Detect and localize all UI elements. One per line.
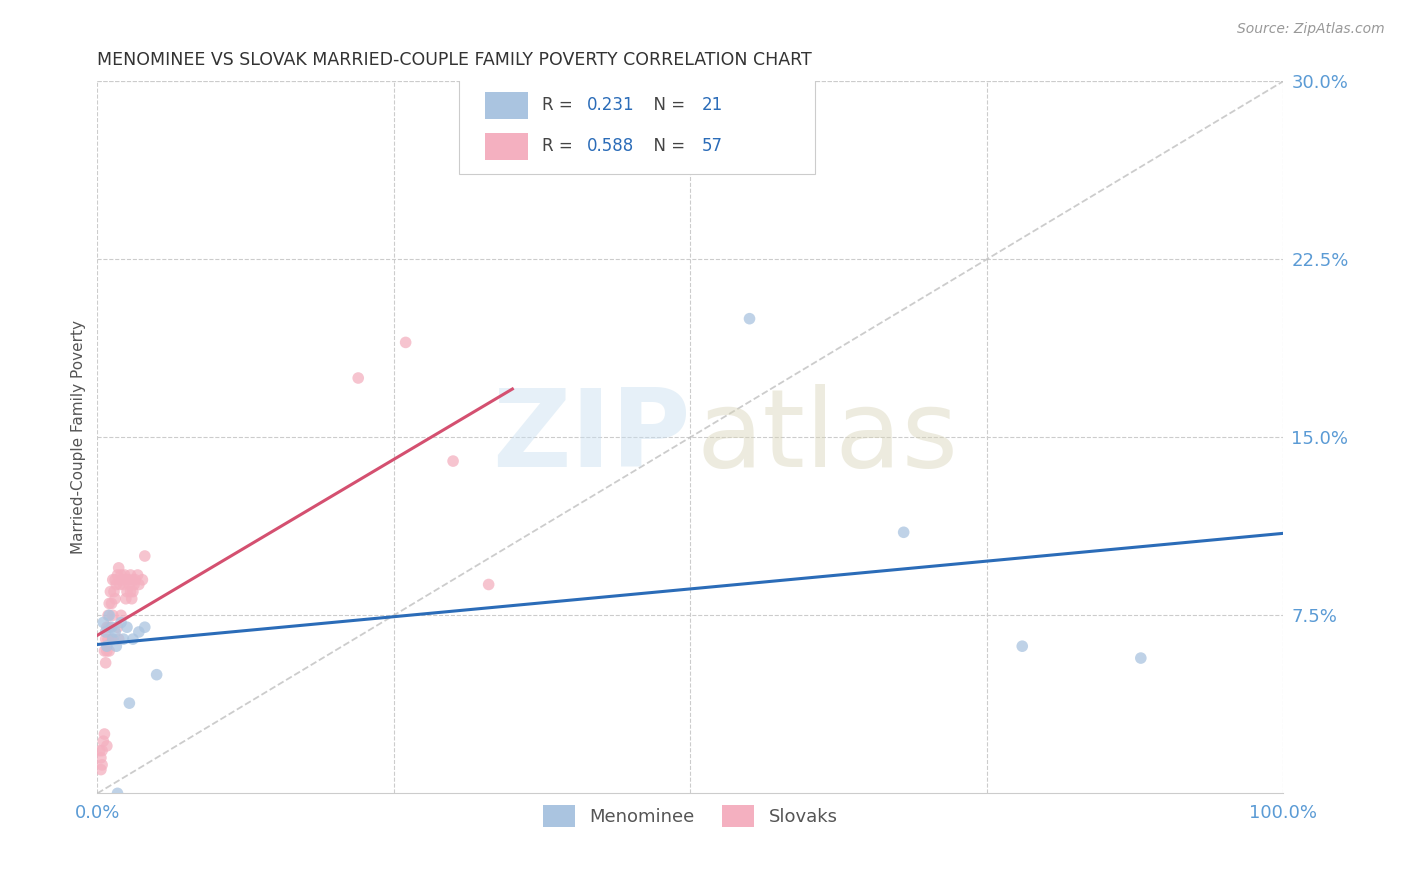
Point (118, 577, 141, 591)
Point (105, 639, 128, 653)
Point (104, 591, 127, 606)
Point (96, 644, 118, 658)
Point (738, 311, 761, 326)
Point (112, 632, 135, 646)
Text: R =: R = (541, 137, 578, 155)
Point (145, 667, 167, 681)
Point (115, 573, 138, 587)
Point (107, 632, 129, 646)
Point (112, 577, 135, 591)
Text: 0.231: 0.231 (588, 96, 634, 114)
Point (97, 632, 120, 646)
Point (107, 620, 129, 634)
Point (107, 786, 129, 800)
Text: atlas: atlas (696, 384, 957, 491)
Point (89, 744, 111, 758)
Text: 21: 21 (702, 96, 723, 114)
Point (127, 568, 149, 582)
Point (98, 608, 121, 623)
Text: 57: 57 (702, 137, 723, 155)
Point (98, 597, 121, 611)
Point (122, 584, 145, 599)
Point (105, 577, 128, 591)
Y-axis label: Married-Couple Family Poverty: Married-Couple Family Poverty (72, 320, 86, 554)
Point (120, 568, 142, 582)
FancyBboxPatch shape (485, 92, 527, 119)
Point (98, 644, 121, 658)
Point (118, 696, 141, 710)
Point (91, 734, 114, 748)
Point (100, 597, 122, 611)
Text: N =: N = (643, 137, 690, 155)
Point (104, 573, 127, 587)
Point (117, 573, 139, 587)
Point (120, 584, 142, 599)
Point (1011, 639, 1033, 653)
Legend: Menominee, Slovaks: Menominee, Slovaks (536, 797, 845, 834)
Point (91, 757, 114, 772)
Point (96, 620, 118, 634)
Point (97, 608, 120, 623)
Point (134, 620, 156, 634)
Point (110, 568, 132, 582)
Point (111, 573, 134, 587)
Point (93, 644, 115, 658)
Point (94, 656, 117, 670)
Point (100, 632, 122, 646)
Point (94, 624, 117, 639)
Point (131, 573, 153, 587)
Point (128, 624, 150, 639)
FancyBboxPatch shape (485, 133, 527, 160)
Point (110, 608, 132, 623)
Point (893, 525, 915, 540)
Text: N =: N = (643, 96, 690, 114)
Point (1129, 651, 1152, 665)
Point (96, 739, 118, 753)
Point (93, 727, 115, 741)
Point (90, 750, 112, 764)
Point (124, 573, 146, 587)
Point (91, 615, 114, 630)
Point (91, 744, 114, 758)
Point (103, 584, 125, 599)
Point (107, 568, 129, 582)
Point (395, 335, 418, 350)
Point (347, 371, 370, 385)
Text: MENOMINEE VS SLOVAK MARRIED-COUPLE FAMILY POVERTY CORRELATION CHART: MENOMINEE VS SLOVAK MARRIED-COUPLE FAMIL… (97, 51, 813, 69)
Point (441, 454, 464, 468)
Point (94, 632, 117, 646)
Point (104, 624, 127, 639)
Point (98, 620, 121, 634)
Text: 0.588: 0.588 (588, 137, 634, 155)
Point (101, 608, 124, 623)
Point (115, 620, 138, 634)
FancyBboxPatch shape (458, 78, 814, 174)
Text: ZIP: ZIP (492, 384, 690, 491)
Point (107, 561, 129, 575)
Point (122, 632, 145, 646)
Point (114, 591, 136, 606)
Point (101, 573, 124, 587)
Point (115, 584, 138, 599)
Point (478, 577, 501, 591)
Point (90, 763, 112, 777)
Point (108, 577, 131, 591)
Point (122, 573, 145, 587)
Point (121, 591, 143, 606)
Point (101, 632, 124, 646)
Point (128, 577, 150, 591)
Point (134, 549, 156, 563)
Text: R =: R = (541, 96, 578, 114)
Text: Source: ZipAtlas.com: Source: ZipAtlas.com (1237, 22, 1385, 37)
Point (122, 577, 145, 591)
Point (100, 584, 122, 599)
Point (114, 568, 136, 582)
Point (110, 615, 132, 630)
Point (100, 620, 122, 634)
Point (96, 639, 118, 653)
